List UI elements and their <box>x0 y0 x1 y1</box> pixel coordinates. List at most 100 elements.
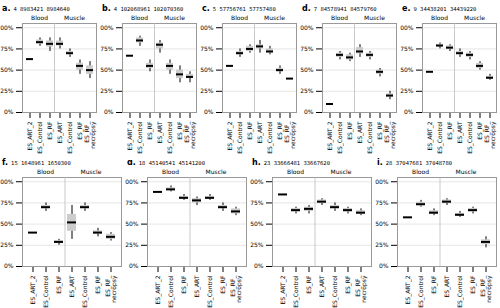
svg-text:ES_Control: ES_Control <box>167 275 175 308</box>
svg-text:ES_Control: ES_Control <box>366 121 374 154</box>
svg-text:25%: 25% <box>375 241 389 248</box>
svg-text:50%: 50% <box>300 66 314 73</box>
svg-text:75%: 75% <box>375 199 389 206</box>
svg-text:25%: 25% <box>250 241 264 248</box>
svg-text:ES_ART: ES_ART <box>68 275 76 297</box>
svg-text:ES_ART_2: ES_ART_2 <box>404 275 412 304</box>
svg-text:100%: 100% <box>375 178 389 185</box>
svg-text:25%: 25% <box>0 241 14 248</box>
svg-text:75%: 75% <box>100 45 114 52</box>
svg-text:ES_RF: ES_RF <box>55 275 63 294</box>
svg-text:Muscle: Muscle <box>64 14 85 21</box>
svg-text:25%: 25% <box>400 87 414 94</box>
svg-text:ES_ART: ES_ART <box>256 121 264 143</box>
svg-text:ES_RF_necropsy: ES_RF_necropsy <box>483 121 497 149</box>
svg-text:100%: 100% <box>0 178 14 185</box>
svg-text:25%: 25% <box>100 87 114 94</box>
svg-text:ES_Control: ES_Control <box>466 121 474 154</box>
svg-text:0%: 0% <box>379 262 389 269</box>
svg-text:Blood: Blood <box>431 14 448 21</box>
svg-text:ES_RF_necropsy: ES_RF_necropsy <box>229 275 243 303</box>
svg-text:ES_RF: ES_RF <box>180 275 188 294</box>
svg-text:ES_RF: ES_RF <box>94 275 102 294</box>
svg-text:75%: 75% <box>0 45 14 52</box>
svg-text:ES_RF: ES_RF <box>305 275 313 294</box>
svg-text:100%: 100% <box>125 178 139 185</box>
svg-text:ES_RF: ES_RF <box>469 275 477 294</box>
svg-text:0%: 0% <box>204 108 214 115</box>
svg-text:ES_RF_necropsy: ES_RF_necropsy <box>479 275 493 303</box>
svg-text:100%: 100% <box>400 24 414 31</box>
svg-text:ES_RF_necropsy: ES_RF_necropsy <box>104 275 118 303</box>
svg-text:100%: 100% <box>0 24 14 31</box>
svg-text:ES_Control: ES_Control <box>236 121 244 154</box>
svg-text:ES_ART: ES_ART <box>193 275 201 297</box>
svg-text:ES_RF: ES_RF <box>344 275 352 294</box>
svg-text:ES_RF: ES_RF <box>219 275 227 294</box>
svg-text:100%: 100% <box>100 24 114 31</box>
svg-text:ES_RF: ES_RF <box>146 121 154 140</box>
svg-text:ES_ART_2: ES_ART_2 <box>126 121 134 150</box>
svg-text:ES_ART_2: ES_ART_2 <box>426 121 434 150</box>
svg-text:ES_RF_necropsy: ES_RF_necropsy <box>283 121 297 149</box>
svg-text:ES_RF: ES_RF <box>430 275 438 294</box>
svg-text:ES_ART_2: ES_ART_2 <box>26 121 34 150</box>
svg-text:0%: 0% <box>254 262 264 269</box>
svg-text:Blood: Blood <box>131 14 148 21</box>
svg-text:ES_RF_necropsy: ES_RF_necropsy <box>383 121 397 149</box>
svg-text:ES_Control: ES_Control <box>166 121 174 154</box>
svg-text:25%: 25% <box>200 87 214 94</box>
svg-text:ES_RF_necropsy: ES_RF_necropsy <box>354 275 368 303</box>
svg-text:100%: 100% <box>250 178 264 185</box>
svg-text:ES_ART: ES_ART <box>456 121 464 143</box>
svg-text:ES_Control: ES_Control <box>42 275 50 308</box>
svg-text:ES_RF_necropsy: ES_RF_necropsy <box>183 121 197 149</box>
svg-text:0%: 0% <box>4 108 14 115</box>
svg-text:ES_RF: ES_RF <box>246 121 254 140</box>
svg-text:ES_ART_2: ES_ART_2 <box>279 275 287 304</box>
svg-text:50%: 50% <box>0 220 14 227</box>
svg-text:Blood: Blood <box>37 168 54 175</box>
svg-text:75%: 75% <box>125 199 139 206</box>
svg-text:Muscle: Muscle <box>364 14 385 21</box>
svg-text:ES_Control: ES_Control <box>331 275 339 308</box>
svg-text:75%: 75% <box>0 199 14 206</box>
svg-text:Muscle: Muscle <box>464 14 485 21</box>
svg-text:ES_ART: ES_ART <box>318 275 326 297</box>
svg-text:ES_ART: ES_ART <box>156 121 164 143</box>
svg-text:ES_Control: ES_Control <box>417 275 425 308</box>
svg-text:0%: 0% <box>304 108 314 115</box>
svg-text:0%: 0% <box>404 108 414 115</box>
svg-text:ES_ART_2: ES_ART_2 <box>29 275 37 304</box>
svg-text:0%: 0% <box>129 262 139 269</box>
svg-text:100%: 100% <box>200 24 214 31</box>
svg-text:Blood: Blood <box>331 14 348 21</box>
svg-text:ES_ART_2: ES_ART_2 <box>326 121 334 150</box>
svg-text:25%: 25% <box>125 241 139 248</box>
svg-text:75%: 75% <box>200 45 214 52</box>
svg-text:0%: 0% <box>4 262 14 269</box>
svg-text:Muscle: Muscle <box>331 168 352 175</box>
svg-text:50%: 50% <box>0 66 14 73</box>
svg-text:ES_RF_necropsy: ES_RF_necropsy <box>83 121 97 149</box>
svg-text:75%: 75% <box>400 45 414 52</box>
svg-text:100%: 100% <box>300 24 314 31</box>
svg-text:ES_ART_2: ES_ART_2 <box>226 121 234 150</box>
svg-text:Blood: Blood <box>231 14 248 21</box>
svg-text:25%: 25% <box>0 87 14 94</box>
svg-text:50%: 50% <box>200 66 214 73</box>
svg-text:ES_ART_2: ES_ART_2 <box>154 275 162 304</box>
svg-text:ES_Control: ES_Control <box>266 121 274 154</box>
svg-text:Blood: Blood <box>412 168 429 175</box>
svg-text:ES_Control: ES_Control <box>136 121 144 154</box>
svg-text:Muscle: Muscle <box>81 168 102 175</box>
svg-text:Blood: Blood <box>31 14 48 21</box>
svg-text:Blood: Blood <box>162 168 179 175</box>
svg-text:50%: 50% <box>100 66 114 73</box>
svg-text:ES_Control: ES_Control <box>66 121 74 154</box>
svg-text:50%: 50% <box>400 66 414 73</box>
svg-text:ES_Control: ES_Control <box>336 121 344 154</box>
svg-text:ES_Control: ES_Control <box>292 275 300 308</box>
svg-text:ES_Control: ES_Control <box>456 275 464 308</box>
svg-text:Muscle: Muscle <box>264 14 285 21</box>
